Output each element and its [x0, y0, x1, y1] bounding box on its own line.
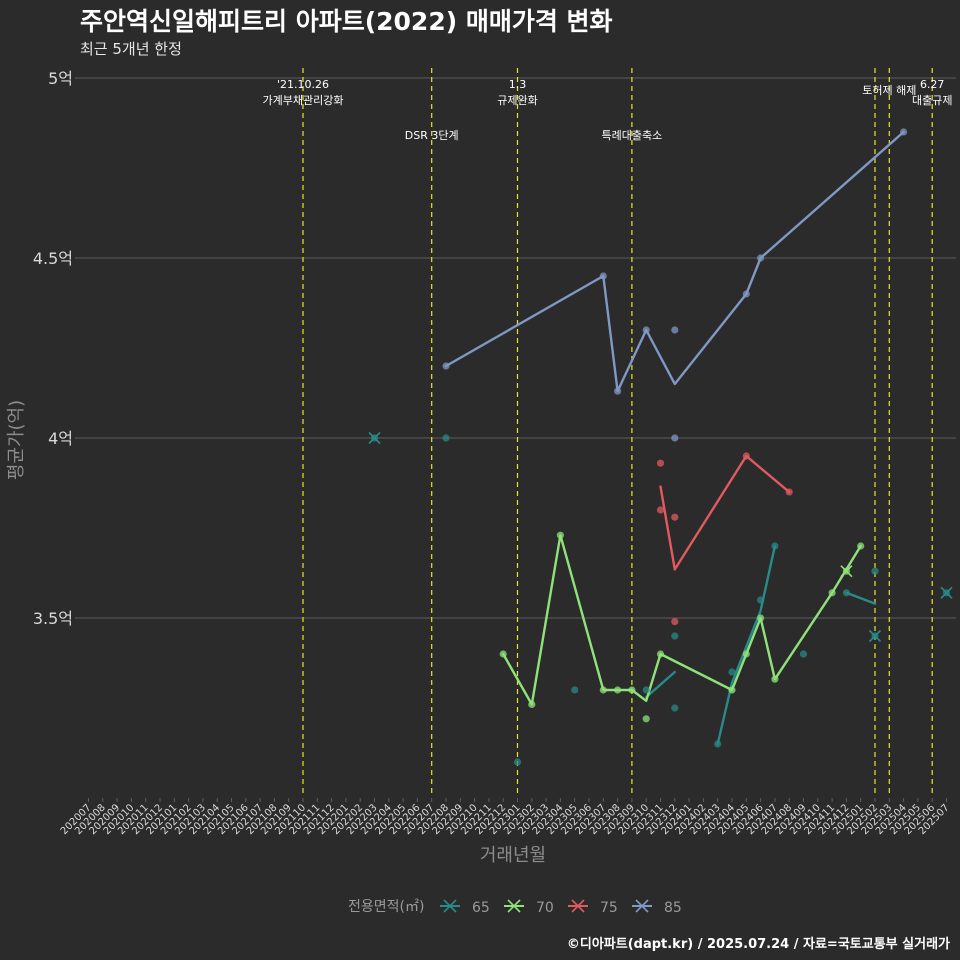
event-label: 토허제 해제	[862, 83, 916, 97]
series-70-point	[499, 650, 507, 658]
series-65-cross-marker	[868, 629, 882, 643]
cross-dot	[370, 434, 379, 442]
series-70-line	[502, 534, 862, 706]
series-75-point	[671, 513, 679, 521]
series-65-point	[842, 589, 851, 597]
series-85-point	[599, 272, 607, 280]
source-caption: ©디아파트(dapt.kr) / 2025.07.24 / 자료=국토교통부 실…	[566, 937, 950, 952]
series-85-point	[442, 362, 450, 370]
series-70-point	[528, 700, 536, 709]
legend-label: 70	[536, 900, 554, 916]
y-axis: 3.5억 4억 4.5억 5억	[33, 69, 80, 628]
series-65-point	[799, 650, 808, 658]
event-label: 가계부채관리강화	[263, 94, 344, 107]
legend-title: 전용면적(㎡)	[348, 899, 424, 915]
series-85-line	[444, 130, 905, 393]
chart-title: 주안역신일해피트리 아파트(2022) 매매가격 변화	[80, 7, 613, 36]
series-75-point	[656, 459, 665, 467]
event-label: 규제완화	[497, 94, 537, 107]
series-85-point	[671, 326, 679, 334]
legend-item-75: 75	[568, 899, 618, 916]
y-tick-label: 5억	[48, 69, 73, 88]
series-65-point	[671, 704, 679, 712]
series-85-point	[671, 434, 679, 442]
series-85-point	[742, 290, 750, 298]
event-label: 특례대출축소	[602, 129, 663, 142]
event-label: 6.27	[920, 78, 945, 91]
series-65-point	[642, 686, 650, 694]
legend-item-65: 65	[440, 899, 490, 916]
series-85-point	[757, 254, 765, 262]
series-65-point	[871, 567, 879, 575]
series-75-point	[656, 506, 665, 514]
event-label: '21.10.26	[277, 78, 329, 91]
legend-key-cross	[507, 899, 521, 913]
series-70-point	[614, 686, 622, 694]
legend-label: 75	[600, 900, 618, 916]
legend-key-cross	[443, 899, 457, 913]
series-65-point	[442, 434, 450, 442]
legend-item-70: 70	[504, 899, 554, 916]
event-label: 1.3	[509, 78, 527, 91]
series-85-point	[614, 387, 622, 395]
series-65-cross-marker	[368, 431, 381, 445]
series-70-cross-marker	[840, 565, 853, 578]
series-75-line	[659, 454, 791, 571]
series-65-point	[671, 632, 679, 640]
series-70-point	[757, 614, 765, 622]
cross-dot	[871, 632, 879, 640]
series-75-point	[785, 488, 793, 496]
series-65-cross-marker	[940, 586, 953, 599]
series-70-point	[599, 686, 607, 694]
legend-key-cross	[635, 899, 649, 913]
x-axis-title: 거래년월	[480, 845, 546, 866]
series-70-point	[828, 589, 836, 597]
series-65-line	[645, 670, 676, 699]
series-70-point	[728, 686, 736, 694]
series-65-point	[513, 758, 522, 766]
series-70-point	[628, 686, 636, 694]
series-lines	[444, 130, 905, 746]
x-axis: 2020072020082020092020102020112020122021…	[59, 798, 952, 837]
y-tick-label: 4억	[48, 429, 73, 448]
series-70-point	[656, 650, 665, 658]
event-label: DSR 3단계	[405, 129, 459, 142]
series-85-point	[900, 128, 908, 136]
series-65-point	[571, 686, 579, 694]
series-65-point	[771, 542, 779, 550]
legend: 전용면적(㎡) 65 70 75 85	[348, 899, 682, 916]
series-70-point	[857, 542, 865, 550]
series-65-point	[757, 596, 765, 604]
series-70-point	[742, 650, 750, 658]
event-label: 대출규제	[912, 94, 952, 107]
legend-label: 85	[664, 900, 682, 916]
y-tick-label: 3.5억	[33, 609, 73, 628]
series-70-point	[642, 715, 650, 723]
y-tick-label: 4.5억	[33, 249, 73, 268]
legend-key-cross	[571, 899, 585, 913]
legend-item-85: 85	[632, 899, 682, 916]
cross-dot	[942, 589, 951, 597]
series-points	[368, 128, 953, 766]
series-70-point	[771, 675, 779, 683]
series-65-line	[716, 544, 777, 746]
series-85-point	[642, 326, 650, 334]
series-75-point	[742, 452, 750, 460]
legend-label: 65	[472, 900, 490, 916]
chart-subtitle: 최근 5개년 한정	[80, 40, 182, 58]
series-75-point	[671, 618, 679, 626]
series-65-point	[714, 740, 722, 748]
series-70-point	[556, 531, 565, 539]
cross-dot	[842, 567, 851, 575]
series-65-point	[728, 668, 736, 676]
y-axis-title: 평균가(억)	[6, 400, 27, 480]
series-65-line	[845, 591, 877, 605]
